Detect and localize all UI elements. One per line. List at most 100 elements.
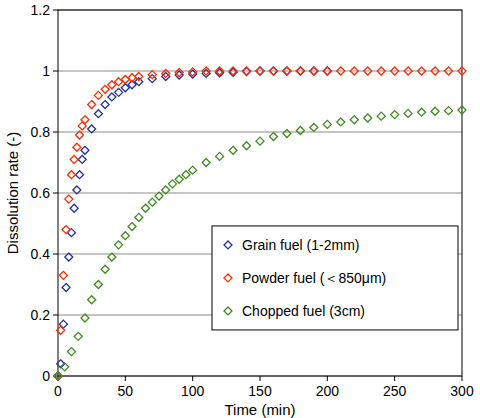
data-point — [65, 195, 73, 203]
data-point — [445, 67, 453, 75]
x-tick-label: 0 — [54, 383, 62, 399]
data-point — [70, 155, 78, 163]
data-point — [202, 67, 210, 75]
grid-line — [58, 193, 462, 194]
data-point — [54, 372, 62, 380]
x-tick — [125, 376, 126, 381]
data-point — [81, 116, 89, 124]
x-tick — [327, 376, 328, 381]
data-point — [323, 120, 331, 128]
data-point — [377, 112, 385, 120]
y-tick-label: 1.2 — [31, 2, 51, 18]
data-point — [445, 107, 453, 115]
data-point — [323, 67, 331, 75]
data-point — [337, 67, 345, 75]
data-point — [76, 131, 84, 139]
data-point — [243, 67, 251, 75]
data-point — [115, 88, 123, 96]
y-axis-label: Dissolution rate (-) — [4, 132, 21, 255]
data-point — [296, 67, 304, 75]
data-point — [135, 78, 143, 86]
legend-box — [212, 226, 458, 330]
x-tick — [394, 376, 395, 381]
legend-marker — [224, 241, 232, 249]
data-point — [189, 68, 197, 76]
data-point — [189, 166, 197, 174]
data-point — [162, 186, 170, 194]
data-point — [431, 107, 439, 115]
data-point — [256, 67, 264, 75]
y-tick-label: 1 — [42, 63, 50, 79]
data-point — [70, 204, 78, 212]
legend-label: Grain fuel (1-2mm) — [242, 237, 359, 253]
y-tick — [53, 10, 58, 11]
y-tick-label: 0 — [42, 368, 50, 384]
data-point — [81, 146, 89, 154]
series — [54, 106, 466, 380]
data-point — [404, 109, 412, 117]
data-point — [67, 348, 75, 356]
data-point — [94, 110, 102, 118]
x-tick — [462, 376, 463, 381]
data-point — [74, 332, 82, 340]
legend-marker — [224, 274, 232, 282]
data-point — [162, 69, 170, 77]
data-point — [62, 284, 70, 292]
data-point — [243, 68, 251, 76]
x-tick-label: 300 — [450, 383, 474, 399]
data-point — [101, 101, 109, 109]
data-point — [88, 296, 96, 304]
data-point — [162, 72, 170, 80]
legend-label: Chopped fuel (3cm) — [242, 303, 365, 319]
x-axis-label: Time (min) — [224, 401, 295, 418]
data-point — [101, 265, 109, 273]
data-point — [283, 130, 291, 138]
y-tick — [53, 132, 58, 133]
data-point — [283, 67, 291, 75]
data-point — [61, 363, 69, 371]
data-point — [128, 223, 136, 231]
x-tick — [260, 376, 261, 381]
series — [54, 67, 331, 380]
x-tick-label: 100 — [181, 383, 205, 399]
grid-line — [58, 132, 462, 133]
data-point — [88, 101, 96, 109]
data-point — [67, 171, 75, 179]
data-point — [101, 85, 109, 93]
data-point — [216, 67, 224, 75]
data-point — [350, 67, 358, 75]
legend-marker — [224, 307, 232, 315]
y-tick-label: 0.2 — [31, 307, 51, 323]
data-point — [377, 67, 385, 75]
y-tick — [53, 315, 58, 316]
y-tick-label: 0.4 — [31, 246, 51, 262]
data-point — [94, 91, 102, 99]
data-point — [391, 67, 399, 75]
grid-line — [58, 71, 462, 72]
data-point — [283, 67, 291, 75]
data-point — [54, 372, 62, 380]
data-point — [168, 180, 176, 188]
data-point — [148, 198, 156, 206]
chart: 00.20.40.60.811.2050100150200250300Time … — [0, 0, 480, 418]
data-point — [458, 106, 466, 114]
data-point — [404, 67, 412, 75]
data-point — [135, 72, 143, 80]
data-point — [65, 253, 73, 261]
data-point — [73, 143, 81, 151]
y-tick-label: 0.8 — [31, 124, 51, 140]
data-point — [296, 126, 304, 134]
y-tick — [53, 254, 58, 255]
data-point — [229, 67, 237, 75]
data-point — [94, 281, 102, 289]
data-point — [175, 175, 183, 183]
data-point — [182, 171, 190, 179]
data-point — [81, 314, 89, 322]
x-tick-label: 200 — [316, 383, 340, 399]
data-point — [364, 67, 372, 75]
data-point — [148, 71, 156, 79]
data-point — [337, 118, 345, 126]
x-tick-label: 250 — [383, 383, 407, 399]
data-point — [269, 133, 277, 141]
series — [54, 67, 466, 380]
